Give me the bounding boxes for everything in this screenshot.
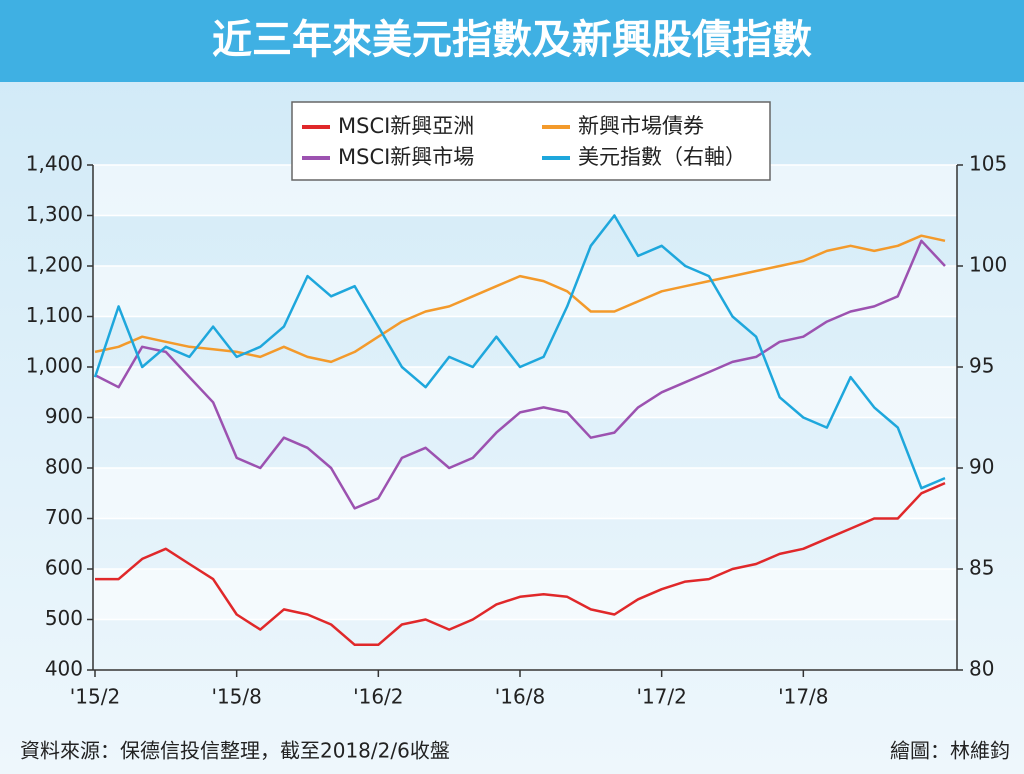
y2-tick-label: 80: [969, 657, 994, 681]
y-tick-label: 1,300: [26, 202, 83, 226]
legend-label: MSCI新興亞洲: [338, 114, 474, 138]
x-tick-label: '16/2: [353, 685, 403, 709]
x-tick-label: '15/2: [70, 685, 120, 709]
y-tick-label: 600: [45, 556, 83, 580]
chart-title: 近三年來美元指數及新興股債指數: [212, 17, 812, 63]
series-line: [93, 214, 946, 490]
grid-band: [93, 569, 957, 620]
y2-tick-label: 105: [969, 152, 1007, 176]
source-note: 資料來源：保德信投信整理，截至2018/2/6收盤: [20, 739, 450, 763]
legend-label: MSCI新興市場: [338, 145, 474, 169]
grid-band: [93, 367, 957, 418]
credit-note: 繪圖：林維鈞: [890, 739, 1010, 763]
y-tick-label: 900: [45, 404, 83, 428]
series-line: [94, 239, 946, 510]
y-tick-label: 400: [45, 657, 83, 681]
grid-band: [93, 266, 957, 317]
y-tick-label: 800: [45, 455, 83, 479]
y-tick-label: 1,000: [26, 354, 83, 378]
y-tick-label: 1,200: [26, 253, 83, 277]
y2-tick-label: 95: [969, 354, 994, 378]
series-line: [94, 234, 946, 364]
legend-box: [291, 101, 771, 181]
legend-label: 新興市場債券: [578, 114, 704, 138]
y-tick-label: 1,100: [26, 303, 83, 327]
grid-band: [93, 468, 957, 519]
series-line: [95, 481, 946, 647]
x-tick-label: '16/8: [495, 685, 545, 709]
y2-tick-label: 90: [969, 455, 994, 479]
title-banner: [0, 0, 1024, 82]
x-tick-label: '17/2: [636, 685, 686, 709]
y2-tick-label: 85: [969, 556, 994, 580]
y-tick-label: 1,400: [26, 152, 83, 176]
legend-label: 美元指數（右軸）: [578, 145, 746, 169]
y-tick-label: 500: [45, 606, 83, 630]
y-tick-label: 700: [45, 505, 83, 529]
x-tick-label: '15/8: [211, 685, 261, 709]
y2-tick-label: 100: [969, 253, 1007, 277]
x-tick-label: '17/8: [778, 685, 828, 709]
